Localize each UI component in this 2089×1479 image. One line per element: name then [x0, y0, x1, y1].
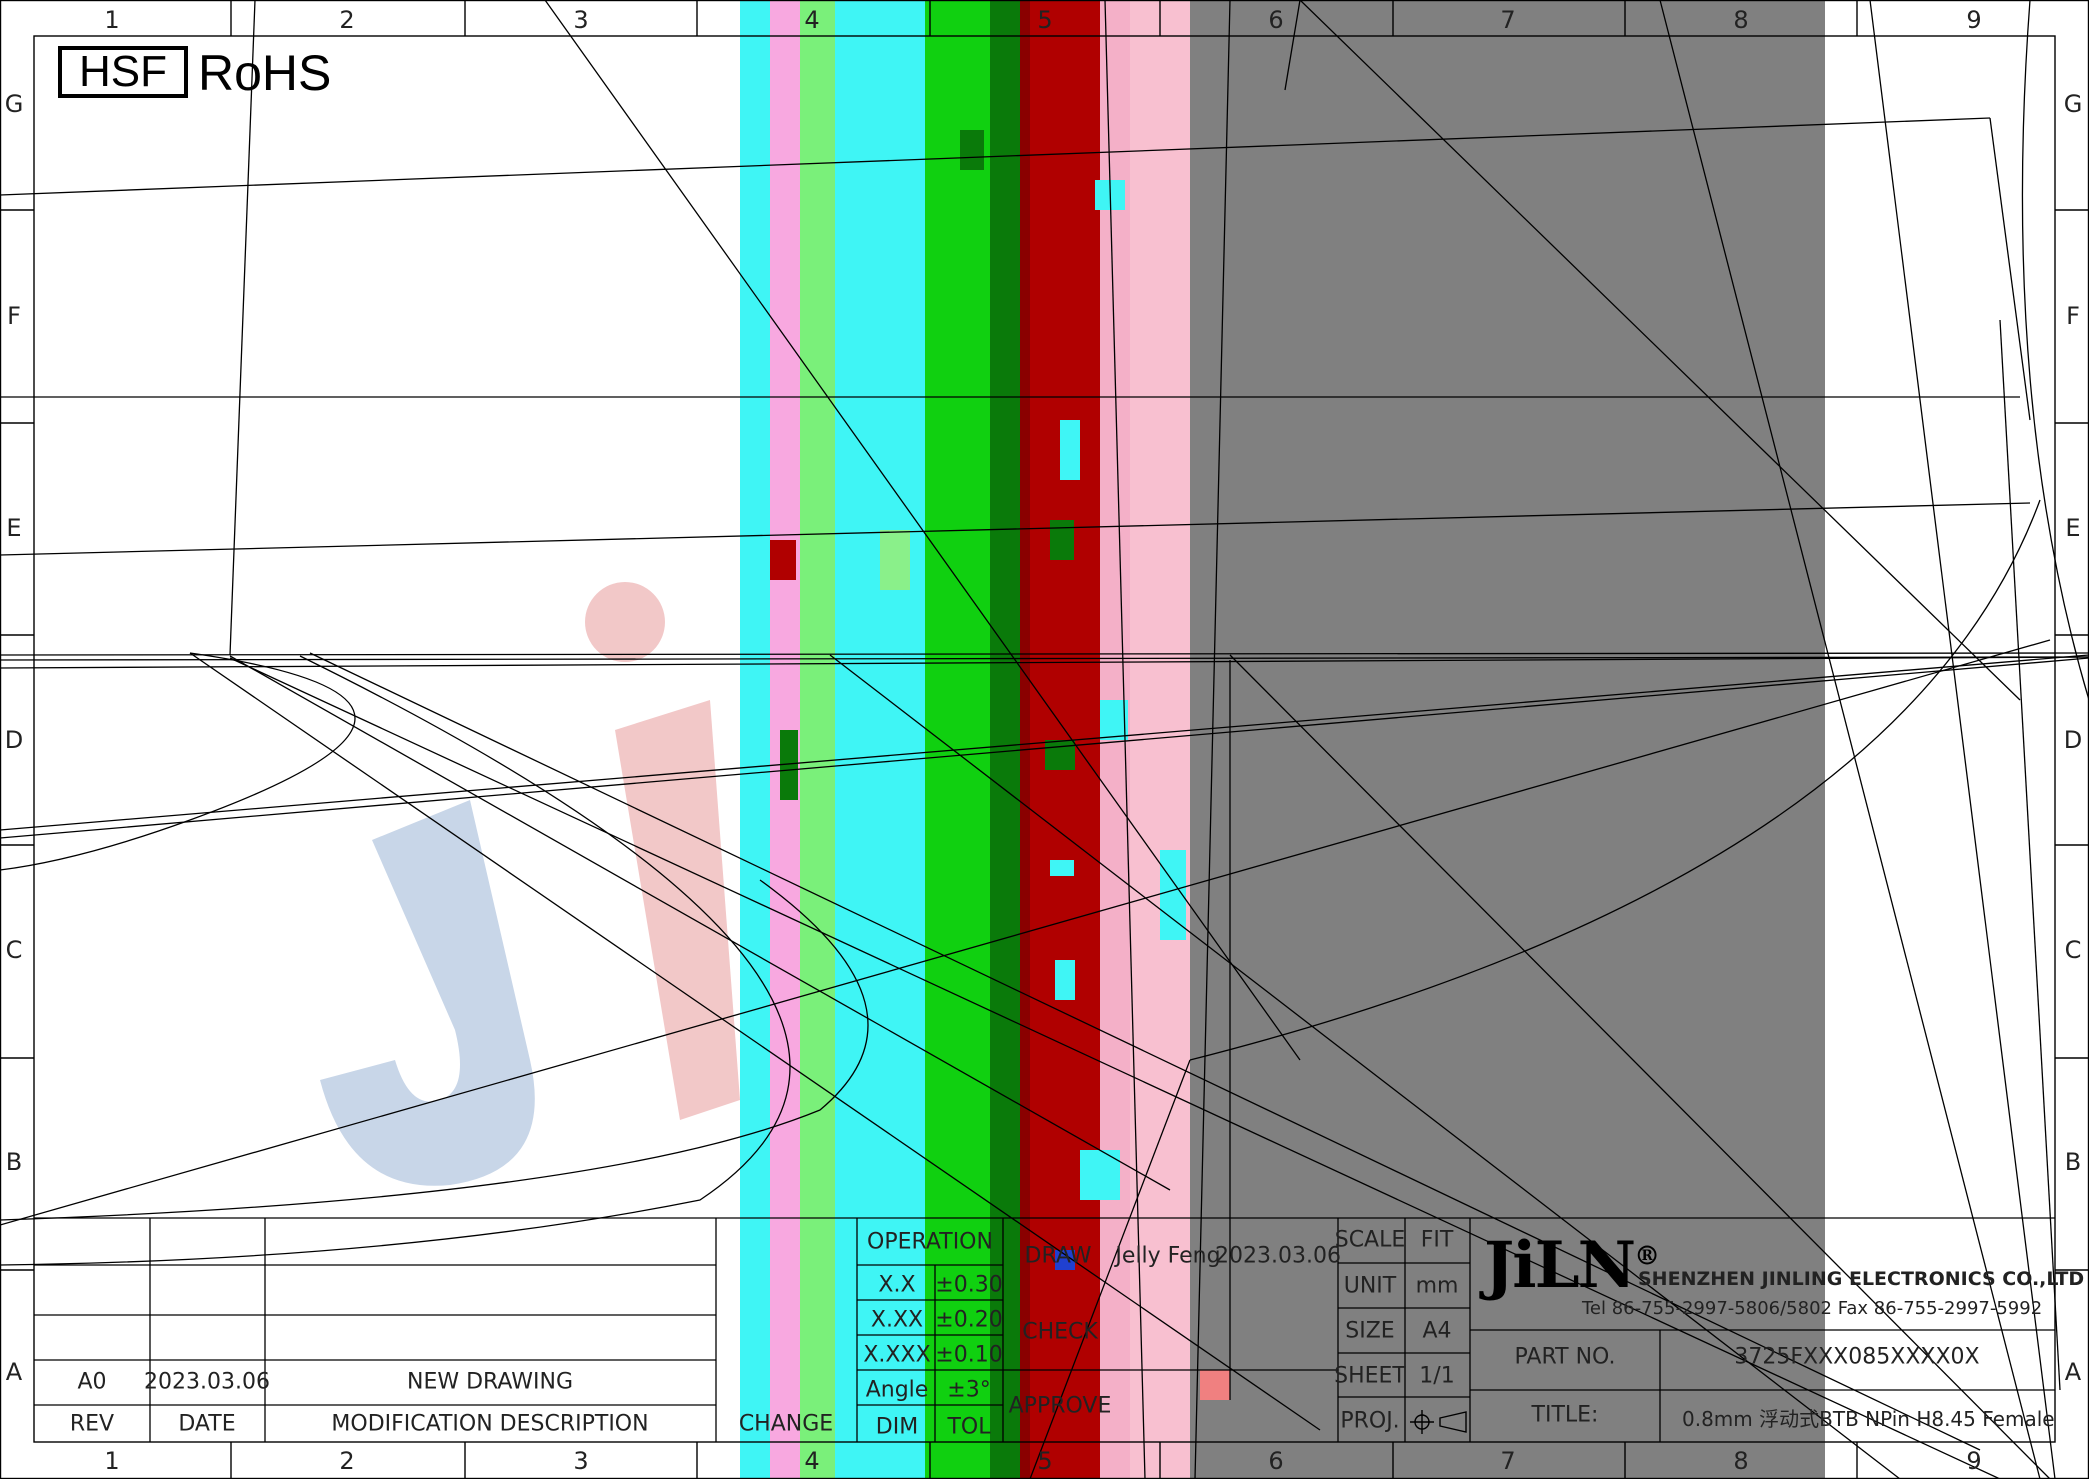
company-name: SHENZHEN JINLING ELECTRONICS CO.,LTD [1638, 1268, 2085, 1290]
grid-column-number: 4 [804, 6, 820, 34]
tolerance-value: ±0.10 [935, 1342, 1003, 1368]
grid-row-letter: B [2064, 1148, 2082, 1176]
scale-value: FIT [1420, 1227, 1454, 1253]
grid-column-number: 7 [1500, 1447, 1516, 1475]
sheet-label: SHEET [1334, 1363, 1406, 1389]
unit-label: UNIT [1343, 1273, 1397, 1299]
grid-row-letter: F [7, 302, 21, 330]
grid-row-letter: G [2063, 90, 2083, 118]
operation-label: OPERATION [867, 1229, 993, 1255]
title-block-lines [34, 1217, 2055, 1442]
rohs-label: RoHS [198, 45, 332, 101]
grid-row-letter: D [4, 726, 24, 754]
grid-column-number: 2 [339, 6, 355, 34]
draw-name: Jelly Feng [1115, 1243, 1221, 1269]
tolerance-label: X.XX [870, 1307, 924, 1333]
grid-row-letter: D [2063, 726, 2083, 754]
projection-symbol-icon [1410, 1410, 1467, 1434]
rev-value: A0 [77, 1369, 107, 1395]
scale-label: SCALE [1334, 1227, 1406, 1253]
grid-row-letter: E [2065, 514, 2081, 542]
approve-label: APPROVE [1008, 1393, 1112, 1419]
draw-label: DRAW [1024, 1243, 1092, 1269]
grid-column-number: 5 [1037, 1447, 1053, 1475]
date-value: 2023.03.06 [144, 1369, 270, 1395]
draw-date: 2023.03.06 [1215, 1243, 1341, 1269]
grid-column-number: 7 [1500, 6, 1516, 34]
change-header: CHANGE [738, 1411, 834, 1437]
size-label: SIZE [1345, 1318, 1395, 1344]
grid-column-number: 1 [104, 6, 120, 34]
date-header: DATE [178, 1411, 236, 1437]
proj-label: PROJ. [1340, 1408, 1400, 1434]
sheet-value: 1/1 [1419, 1363, 1455, 1389]
size-value: A4 [1422, 1318, 1452, 1344]
grid-column-number: 1 [104, 1447, 120, 1475]
registered-mark: ® [1634, 1241, 1660, 1272]
title-value: 0.8mm 浮动式BTB NPin H8.45 Female [1682, 1407, 2055, 1431]
company-contact: Tel 86-755-2997-5806/5802 Fax 86-755-299… [1582, 1298, 2043, 1319]
grid-column-number: 9 [1966, 6, 1982, 34]
unit-value: mm [1415, 1273, 1459, 1299]
grid-row-letter: E [6, 514, 22, 542]
dim-label: DIM [875, 1414, 919, 1440]
part-no-label: PART NO. [1514, 1344, 1616, 1370]
grid-column-number: 9 [1966, 1447, 1982, 1475]
watermark-logo [320, 582, 740, 1186]
grid-column-number: 6 [1268, 1447, 1284, 1475]
grid-row-letter: C [5, 936, 23, 964]
grid-row-letter: G [4, 90, 24, 118]
grid-column-number: 2 [339, 1447, 355, 1475]
tolerance-label: X.X [878, 1272, 916, 1298]
grid-row-letter: C [2064, 936, 2082, 964]
tolerance-value: ±0.30 [935, 1272, 1003, 1298]
grid-column-number: 3 [573, 6, 589, 34]
grid-column-number: 8 [1733, 6, 1749, 34]
tolerance-label: Angle [865, 1377, 929, 1403]
brand-text: JiLN [1484, 1228, 1636, 1303]
check-label: CHECK [1022, 1319, 1098, 1345]
grid-column-number: 5 [1037, 6, 1053, 34]
grid-column-number: 3 [573, 1447, 589, 1475]
grid-column-number: 6 [1268, 6, 1284, 34]
description-header: MODIFICATION DESCRIPTION [331, 1411, 649, 1437]
tolerance-value: ±3° [947, 1377, 991, 1403]
tol-label: TOL [947, 1414, 991, 1440]
company-logo: JiLN® [1484, 1228, 1660, 1303]
tolerance-label: X.XXX [863, 1342, 931, 1368]
hsf-badge: HSF [58, 46, 188, 98]
rev-header: REV [69, 1411, 115, 1437]
grid-column-number: 8 [1733, 1447, 1749, 1475]
grid-row-letter: F [2066, 302, 2080, 330]
grid-row-letter: B [5, 1148, 23, 1176]
tolerance-value: ±0.20 [935, 1307, 1003, 1333]
grid-column-number: 4 [804, 1447, 820, 1475]
part-no-value: 3725FXXX085XXXX0X [1734, 1344, 1980, 1370]
grid-row-letter: A [2064, 1358, 2082, 1386]
title-label: TITLE: [1531, 1402, 1599, 1428]
grid-row-letter: A [5, 1358, 23, 1386]
description-value: NEW DRAWING [406, 1369, 574, 1395]
